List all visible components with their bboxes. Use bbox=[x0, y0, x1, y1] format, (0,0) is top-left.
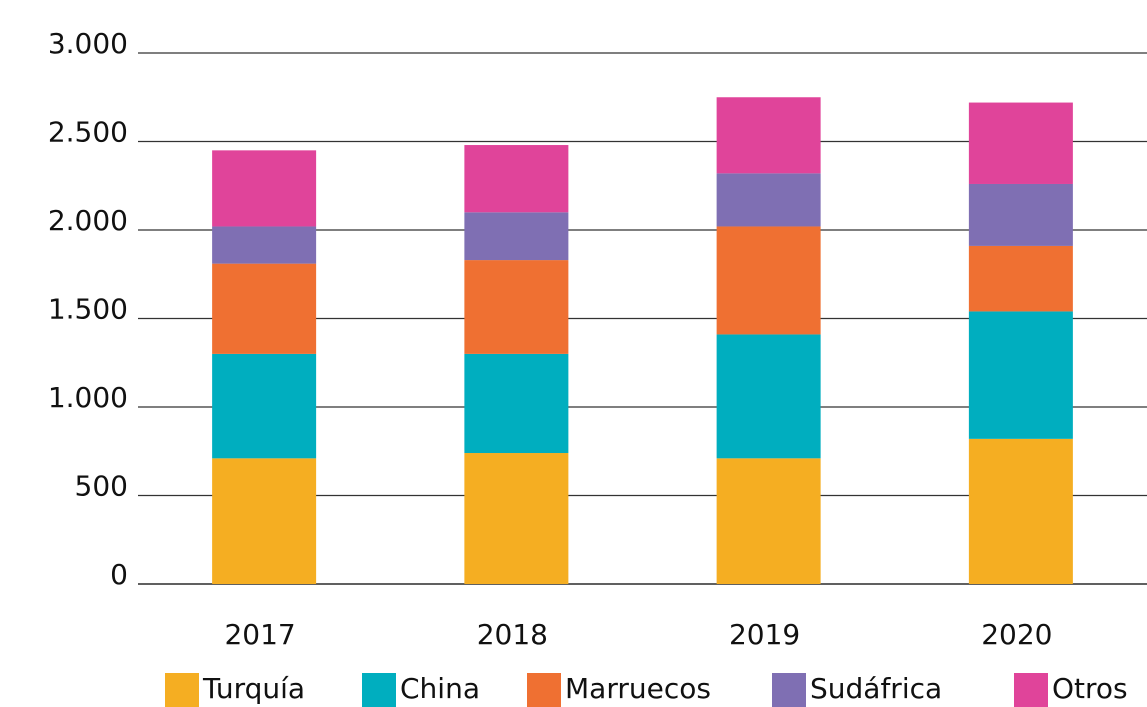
legend-swatch bbox=[1014, 673, 1048, 707]
legend-label: Sudáfrica bbox=[810, 672, 942, 705]
legend-label: Otros bbox=[1052, 672, 1128, 705]
bar-segment bbox=[968, 183, 1073, 246]
bar-segment bbox=[212, 353, 317, 459]
y-tick-label: 3.000 bbox=[48, 27, 128, 60]
bar-segment bbox=[716, 97, 821, 174]
legend-swatch bbox=[165, 673, 199, 707]
bar-segment bbox=[212, 263, 317, 354]
y-tick-label: 1.000 bbox=[48, 381, 128, 414]
bar-segment bbox=[464, 453, 569, 584]
x-tick-label: 2019 bbox=[729, 618, 800, 651]
legend-swatch bbox=[527, 673, 561, 707]
x-tick-label: 2018 bbox=[477, 618, 548, 651]
legend-label: Marruecos bbox=[565, 672, 711, 705]
bar-segment bbox=[212, 150, 317, 227]
y-tick-label: 1.500 bbox=[48, 293, 128, 326]
bar-segment bbox=[464, 145, 569, 213]
bar-segment bbox=[464, 353, 569, 454]
y-tick-label: 0 bbox=[110, 558, 128, 591]
bar-segment bbox=[212, 226, 317, 264]
bar-segment bbox=[968, 245, 1073, 312]
bar-segment bbox=[968, 438, 1073, 584]
legend-label: China bbox=[400, 672, 480, 705]
legend-swatch bbox=[772, 673, 806, 707]
bar-segment bbox=[716, 334, 821, 459]
bar-segment bbox=[212, 458, 317, 584]
bar-segment bbox=[716, 173, 821, 227]
x-tick-label: 2020 bbox=[981, 618, 1052, 651]
bar-segment bbox=[968, 311, 1073, 439]
bar-segment bbox=[716, 458, 821, 584]
bar-segment bbox=[464, 212, 569, 261]
legend-label: Turquía bbox=[202, 672, 305, 705]
x-tick-label: 2017 bbox=[224, 618, 295, 651]
bar-segment bbox=[464, 260, 569, 354]
y-tick-label: 2.000 bbox=[48, 204, 128, 237]
y-tick-label: 500 bbox=[75, 470, 128, 503]
bar-segment bbox=[716, 226, 821, 335]
bar-segment bbox=[968, 102, 1073, 184]
y-tick-label: 2.500 bbox=[48, 116, 128, 149]
legend-swatch bbox=[362, 673, 396, 707]
